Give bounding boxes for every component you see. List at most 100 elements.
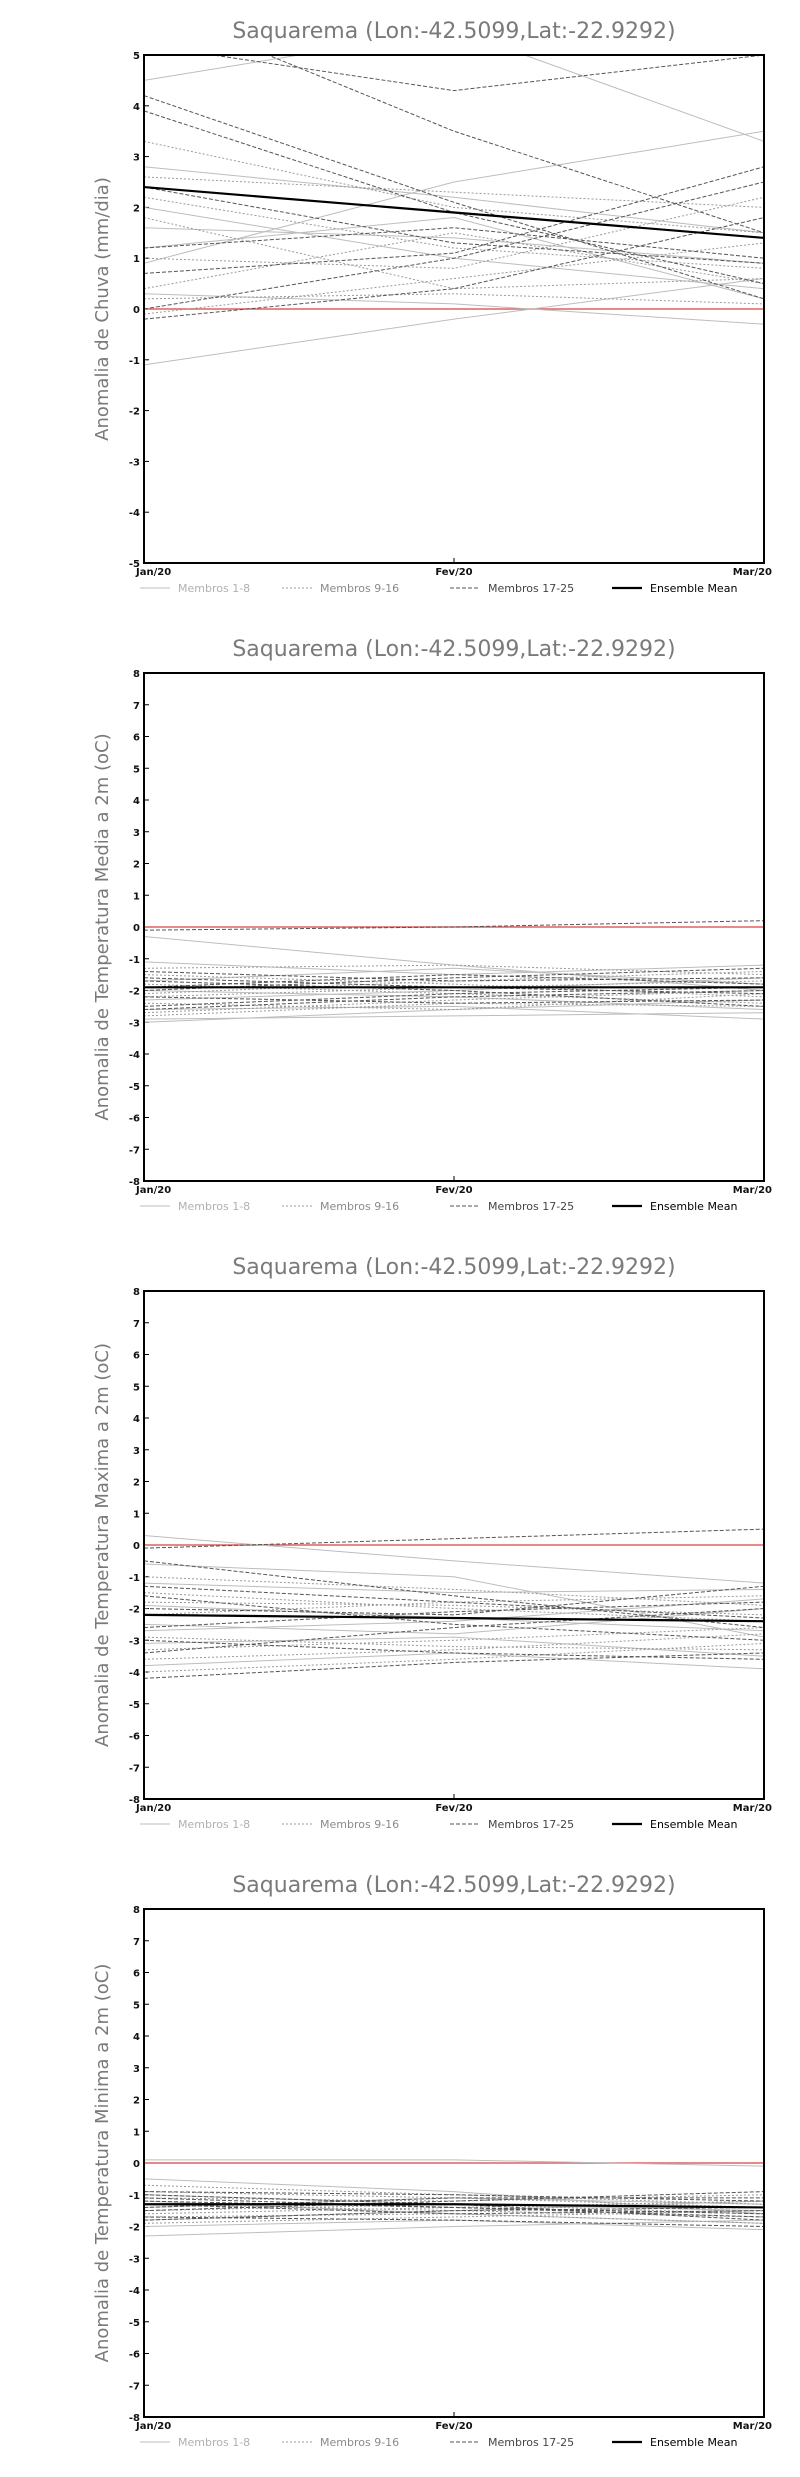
y-tick-label: -1 <box>129 356 140 367</box>
member-line <box>144 181 764 310</box>
plot-frame <box>143 54 765 564</box>
member-line <box>144 990 764 1014</box>
y-tick-label: 1 <box>133 2127 140 2138</box>
member-line <box>144 166 764 274</box>
y-tick-label: 3 <box>133 2064 140 2075</box>
member-line <box>144 1601 764 1629</box>
y-tick-label: -6 <box>129 1732 140 1743</box>
member-line <box>144 980 764 1007</box>
y-tick-label: -5 <box>129 2318 140 2329</box>
member-line <box>144 964 764 976</box>
legend-label: Membros 17-25 <box>488 582 574 595</box>
y-tick-label: -4 <box>129 1050 140 1061</box>
x-tick-label: Fev/20 <box>435 1803 472 1814</box>
y-tick-label: 4 <box>133 2032 140 2043</box>
chart-panel: Saquarema (Lon:-42.5099,Lat:-22.9292) Ano… <box>92 637 772 1213</box>
chart-title: Saquarema (Lon:-42.5099,Lat:-22.9292) <box>232 637 675 662</box>
member-line <box>144 186 764 264</box>
legend-label: Membros 1-8 <box>178 1200 250 1213</box>
y-tick-label: 5 <box>133 1382 140 1393</box>
legend-label: Membros 1-8 <box>178 1818 250 1831</box>
member-line <box>144 1636 764 1657</box>
y-tick-label: -5 <box>129 1700 140 1711</box>
member-line <box>144 278 764 366</box>
member-line <box>144 1002 764 1017</box>
y-tick-label: 0 <box>133 1541 140 1552</box>
member-line <box>144 1012 764 1020</box>
series-group <box>144 920 764 1023</box>
member-line <box>144 2194 764 2202</box>
member-line <box>144 2191 764 2208</box>
member-line <box>144 293 764 325</box>
member-line <box>144 1576 764 1606</box>
member-line <box>144 217 764 290</box>
member-line <box>209 55 764 92</box>
y-tick-label: -7 <box>129 1145 140 1156</box>
legend-label: Membros 9-16 <box>320 1818 399 1831</box>
y-tick-label: -3 <box>129 2254 140 2265</box>
y-tick-label: -3 <box>129 1018 140 1029</box>
legend-label: Membros 9-16 <box>320 2436 399 2449</box>
legend-label: Ensemble Mean <box>650 582 737 595</box>
legend-label: Ensemble Mean <box>650 1200 737 1213</box>
x-tick-label: Jan/20 <box>135 567 171 578</box>
member-line <box>144 217 764 320</box>
member-line <box>144 1627 764 1651</box>
y-tick-label: -5 <box>129 1082 140 1093</box>
y-tick-label: -6 <box>129 1114 140 1125</box>
member-line <box>144 130 764 264</box>
y-tick-label: 5 <box>133 51 140 62</box>
y-tick-label: -6 <box>129 2350 140 2361</box>
y-tick-label: -2 <box>129 407 140 418</box>
member-line <box>144 242 764 315</box>
member-line <box>144 993 764 1011</box>
y-tick-label: -4 <box>129 508 140 519</box>
member-line <box>144 977 764 995</box>
member-line <box>144 1582 764 1594</box>
ensemble-mean-line <box>144 1613 764 1623</box>
plot-frame <box>143 1290 765 1800</box>
legend-label: Membros 9-16 <box>320 582 399 595</box>
member-line <box>144 1563 764 1638</box>
ensemble-mean-line <box>144 185 764 239</box>
y-axis-label: Anomalia de Temperatura Media a 2m (oC) <box>92 733 113 1120</box>
member-line <box>144 2191 764 2202</box>
y-tick-label: 1 <box>133 891 140 902</box>
member-line <box>144 95 764 300</box>
member-line <box>144 977 764 1001</box>
y-tick-label: 8 <box>133 1905 140 1916</box>
y-tick-label: -4 <box>129 1668 140 1679</box>
member-line <box>144 206 764 290</box>
y-tick-label: 5 <box>133 2000 140 2011</box>
x-tick-label: Jan/20 <box>135 2421 171 2432</box>
y-tick-label: 0 <box>133 305 140 316</box>
member-line <box>144 1598 764 1632</box>
y-tick-label: 2 <box>133 203 140 214</box>
chart-panel: Saquarema (Lon:-42.5099,Lat:-22.9292) Ano… <box>92 1255 772 1831</box>
chart-panel: Saquarema (Lon:-42.5099,Lat:-22.9292) Ano… <box>92 19 772 595</box>
x-tick-label: Mar/20 <box>733 1185 772 1196</box>
member-line <box>144 166 764 234</box>
y-tick-label: 2 <box>133 1478 140 1489</box>
y-tick-label: 8 <box>133 669 140 680</box>
member-line <box>144 1652 764 1670</box>
series-group <box>144 55 764 366</box>
y-tick-label: -4 <box>129 2286 140 2297</box>
y-tick-label: 1 <box>133 254 140 265</box>
y-axis-label: Anomalia de Temperatura Maxima a 2m (oC) <box>92 1343 113 1747</box>
member-line <box>144 2184 764 2205</box>
y-axis-label: Anomalia de Temperatura Minima a 2m (oC) <box>92 1964 113 2363</box>
x-tick-label: Jan/20 <box>135 1185 171 1196</box>
member-line <box>144 1652 764 1679</box>
y-tick-label: -3 <box>129 457 140 468</box>
member-line <box>144 217 764 300</box>
member-line <box>144 232 764 290</box>
y-tick-label: -2 <box>129 987 140 998</box>
member-line <box>144 2203 764 2215</box>
member-line <box>144 1633 764 1660</box>
member-line <box>144 2197 764 2218</box>
member-line <box>144 1585 764 1619</box>
member-line <box>144 1636 764 1651</box>
y-tick-label: 3 <box>133 828 140 839</box>
